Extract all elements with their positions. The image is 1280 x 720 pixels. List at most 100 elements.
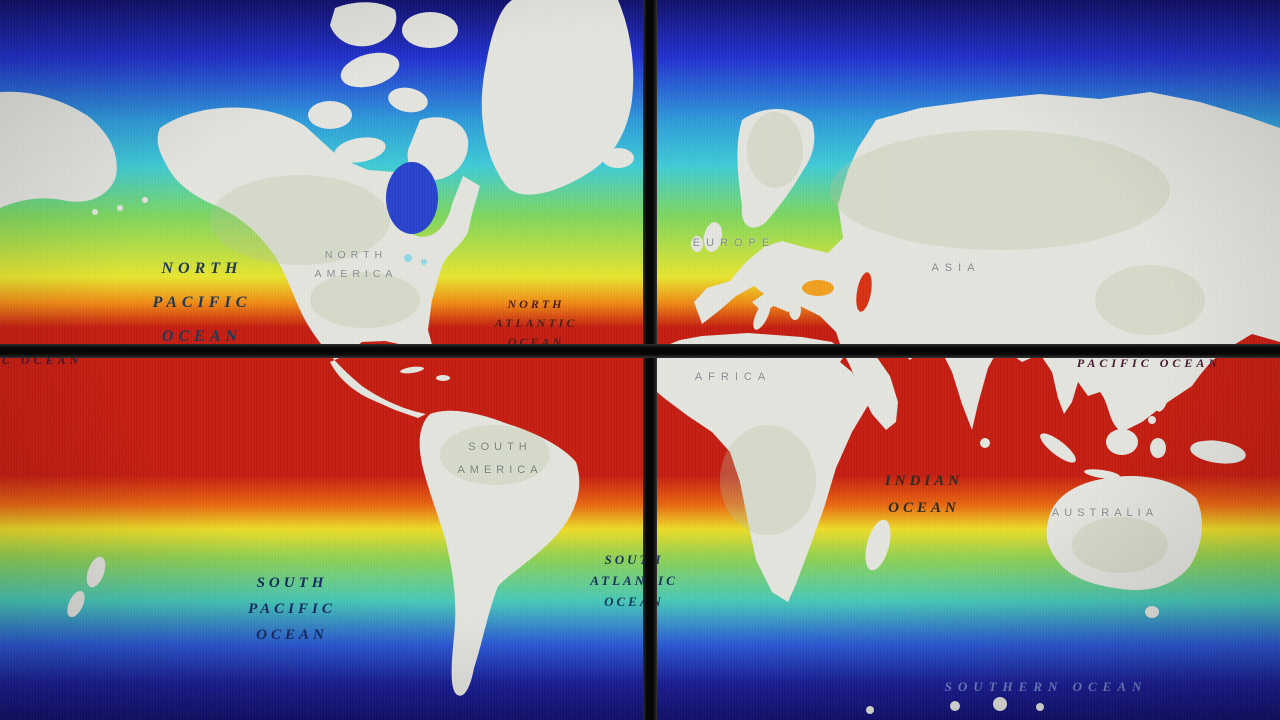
- label-south-america: SOUTH AMERICA: [457, 436, 542, 482]
- ice-speck: [950, 701, 960, 711]
- label-line: NORTH: [161, 260, 243, 277]
- label-line: SOUTH: [604, 552, 664, 567]
- label-north-pacific-ocean: NORTH PACIFIC OCEAN: [153, 252, 252, 354]
- island-sumatra: [1040, 433, 1076, 463]
- label-line: AUSTRALIA: [1051, 507, 1159, 519]
- peninsula-italy: [753, 300, 771, 330]
- new-zealand: [67, 556, 106, 618]
- label-line: ATLANTIC: [494, 316, 578, 330]
- southeast-asia-islands: [980, 384, 1246, 479]
- island: [388, 87, 428, 113]
- texture-blob: [830, 130, 1170, 250]
- texture-blob: [1072, 517, 1168, 573]
- label-line: OCEAN: [604, 594, 664, 609]
- black-sea: [802, 280, 834, 296]
- continent-africa: [646, 333, 870, 602]
- land-texture: [210, 112, 1205, 573]
- island: [308, 101, 352, 129]
- island-great-britain: [703, 222, 723, 252]
- island: [334, 137, 386, 163]
- label-line: PACIFIC OCEAN: [1076, 356, 1222, 370]
- island-tasmania: [1145, 606, 1159, 618]
- label-pacific-ocean-right: PACIFIC OCEAN: [1077, 356, 1221, 371]
- label-south-pacific-ocean: SOUTH PACIFIC OCEAN: [248, 570, 336, 648]
- island-iceland: [602, 148, 634, 168]
- continent-south-america: [419, 410, 580, 696]
- label-asia: ASIA: [931, 262, 980, 274]
- island: [117, 205, 123, 211]
- label-australia: AUSTRALIA: [1052, 507, 1158, 519]
- label-line: OCEAN: [888, 500, 960, 516]
- continent-australia: [1046, 476, 1202, 591]
- label-north-america: NORTH AMERICA: [315, 246, 398, 284]
- caspian-sea: [856, 272, 872, 312]
- antarctic-ice-specks: [866, 697, 1044, 714]
- great-lake: [404, 254, 412, 262]
- island-nz-north: [86, 556, 106, 588]
- label-line: AMERICA: [457, 464, 543, 476]
- label-line: OCEAN: [256, 627, 328, 643]
- label-line: ATLANTIC: [590, 573, 678, 588]
- label-europe: EUROPE: [693, 237, 775, 249]
- arctic-archipelago: [308, 2, 469, 181]
- texture-blob: [720, 425, 816, 535]
- label-line: AMERICA: [314, 268, 398, 280]
- label-line: SOUTHERN OCEAN: [944, 679, 1148, 694]
- label-line: PACIFIC: [152, 294, 252, 311]
- island-hispaniola: [436, 375, 450, 381]
- island-sri-lanka: [980, 438, 990, 448]
- inland-water: [386, 162, 872, 312]
- label-south-atlantic-ocean: SOUTH ATLANTIC OCEAN: [590, 549, 678, 612]
- island: [142, 197, 148, 203]
- label-indian-ocean: INDIAN OCEAN: [885, 468, 963, 522]
- label-southern-ocean: SOUTHERN OCEAN: [945, 679, 1148, 695]
- island: [1242, 295, 1252, 305]
- label-line: EUROPE: [692, 237, 776, 249]
- caribbean-islands: [400, 366, 450, 381]
- texture-blob: [747, 112, 803, 188]
- island: [330, 2, 397, 47]
- label-line: ASIA: [931, 262, 981, 274]
- label-line: SOUTH: [256, 575, 328, 591]
- island-sakhalin: [1264, 196, 1272, 224]
- label-line: INDIAN: [884, 473, 964, 489]
- label-line: NORTH: [507, 297, 565, 311]
- island-madagascar: [865, 519, 891, 571]
- aleutian-islands: [92, 197, 148, 215]
- texture-blob: [1095, 265, 1205, 335]
- texture-blob: [310, 272, 420, 328]
- island-java: [1084, 469, 1120, 479]
- peninsula-greece: [789, 300, 801, 320]
- texture-blob: [440, 425, 550, 485]
- ice-speck: [1036, 703, 1044, 711]
- continent-north-america: [157, 107, 481, 418]
- ice-speck: [993, 697, 1007, 711]
- island-baffin: [407, 117, 469, 181]
- island-ireland: [691, 236, 703, 252]
- ice-speck: [866, 706, 874, 714]
- hudson-bay: [386, 162, 438, 234]
- label-line: NORTH: [324, 249, 388, 261]
- continent-scandinavia: [737, 108, 815, 228]
- island-cuba: [400, 366, 424, 374]
- japan-kamchatka: [1242, 196, 1272, 305]
- bezel-horizontal: [0, 344, 1280, 358]
- continent-greenland: [481, 0, 634, 195]
- island-philippines: [1155, 384, 1169, 412]
- island-borneo: [1106, 429, 1138, 455]
- island: [340, 52, 400, 88]
- label-africa: AFRICA: [695, 371, 771, 383]
- island: [1148, 416, 1156, 424]
- label-line: OCEAN: [161, 328, 243, 345]
- island-sulawesi: [1150, 438, 1166, 458]
- island-nz-south: [67, 590, 85, 618]
- bezel-vertical: [643, 0, 657, 720]
- label-line: AFRICA: [694, 371, 772, 383]
- texture-blob: [210, 175, 390, 265]
- island: [92, 209, 98, 215]
- label-line: SOUTH: [468, 441, 532, 453]
- island-japan: [1253, 249, 1271, 287]
- label-line: PACIFIC: [248, 601, 336, 617]
